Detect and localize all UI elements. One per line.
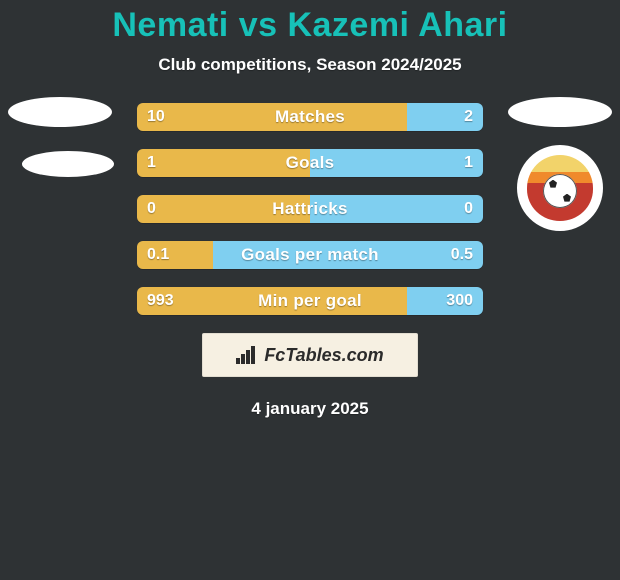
left-player-column <box>0 103 120 177</box>
stat-row: 11Goals <box>137 149 483 177</box>
content-area: 102Matches 11Goals 00Hattricks 0.10.5Goals … <box>0 103 620 315</box>
club-logo <box>517 145 603 231</box>
stat-label: Matches <box>137 103 483 131</box>
player-placeholder-ellipse <box>22 151 114 177</box>
right-player-column <box>500 103 620 231</box>
stat-row: 00Hattricks <box>137 195 483 223</box>
stat-label: Goals <box>137 149 483 177</box>
stat-row: 0.10.5Goals per match <box>137 241 483 269</box>
brand-badge: FcTables.com <box>202 333 418 377</box>
page-title: Nemati vs Kazemi Ahari <box>0 0 620 45</box>
comparison-infographic: Nemati vs Kazemi Ahari Club competitions… <box>0 0 620 580</box>
brand-text: FcTables.com <box>264 345 383 366</box>
date-label: 4 january 2025 <box>0 399 620 419</box>
stat-row: 993300Min per goal <box>137 287 483 315</box>
player-placeholder-ellipse <box>8 97 112 127</box>
stat-bars: 102Matches 11Goals 00Hattricks 0.10.5Goals … <box>137 103 483 315</box>
stat-label: Goals per match <box>137 241 483 269</box>
bar-chart-icon <box>236 346 258 364</box>
stat-label: Min per goal <box>137 287 483 315</box>
season-subtitle: Club competitions, Season 2024/2025 <box>0 55 620 75</box>
player-placeholder-ellipse <box>508 97 612 127</box>
stat-label: Hattricks <box>137 195 483 223</box>
soccer-ball-icon <box>543 174 577 208</box>
stat-row: 102Matches <box>137 103 483 131</box>
